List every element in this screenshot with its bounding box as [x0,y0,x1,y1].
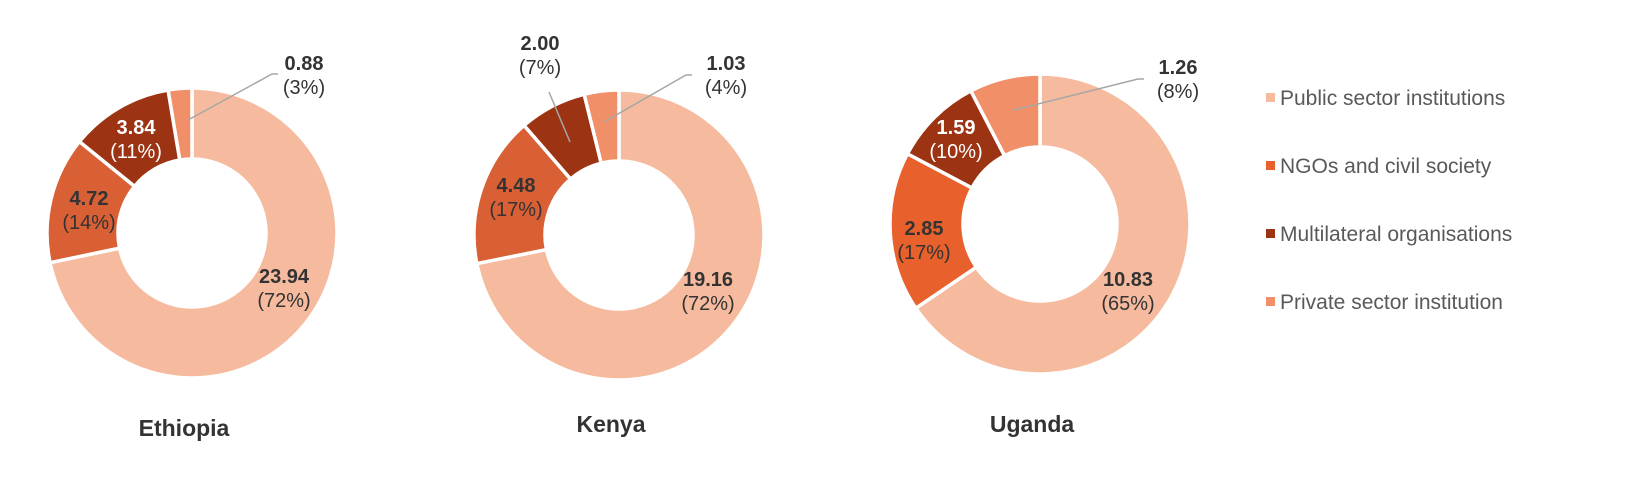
value-label-kenya-1: 4.48 [497,175,536,197]
value-label-uganda-3: 1.26 [1159,57,1198,79]
value-label-kenya-3: 1.03 [707,53,746,75]
legend-swatch-1 [1266,161,1275,170]
donut-ethiopia: 23.94(72%) 4.72(14%) 3.84(11%) 0.88(3%) Ethi… [45,53,339,441]
pct-label-ethiopia-3: (3%) [283,77,325,99]
donut-uganda: 10.83(65%) 2.85(17%) 1.59(10%) 1.26(8%) Ugan… [888,57,1199,437]
chart-title-ethiopia: Ethiopia [139,415,230,441]
legend-swatch-0 [1266,93,1275,102]
pct-label-uganda-2: (10%) [929,141,982,163]
value-label-ethiopia-2: 3.84 [117,117,157,139]
pct-label-ethiopia-1: (14%) [62,212,115,234]
value-label-uganda-0: 10.83 [1103,269,1153,291]
pct-label-uganda-0: (65%) [1101,293,1154,315]
slice-ethiopia-0 [47,86,339,380]
pct-label-ethiopia-0: (72%) [257,290,310,312]
legend-entry-2: Multilateral organisations [1280,223,1512,246]
legend-entry-3: Private sector institution [1280,291,1503,314]
value-label-uganda-2: 1.59 [937,117,976,139]
chart-title-kenya: Kenya [576,411,645,437]
legend-swatch-3 [1266,297,1275,306]
leader-line-uganda-3 [1013,78,1144,111]
leader-line-ethiopia-3 [187,73,278,121]
slice-uganda-0 [913,72,1192,376]
slice-kenya-0 [474,88,766,382]
pct-label-kenya-2: (7%) [519,57,561,79]
pct-label-kenya-1: (17%) [489,199,542,221]
donut-kenya: 19.16(72%) 4.48(17%) 2.00(7%) 1.03(4%) Kenya [472,33,766,437]
slice-uganda-3 [968,72,1042,159]
leader-line-kenya-2 [548,91,571,143]
leader-line-kenya-3 [603,74,692,123]
pct-label-uganda-3: (8%) [1157,81,1199,103]
legend-entry-0: Public sector institutions [1280,87,1505,110]
pct-label-kenya-3: (4%) [705,77,747,99]
value-label-ethiopia-0: 23.94 [259,266,310,288]
pct-label-uganda-1: (17%) [897,242,950,264]
legend-swatch-2 [1266,229,1275,238]
legend: Public sector institutions NGOs and civil… [1266,87,1512,314]
value-label-kenya-2: 2.00 [521,33,560,55]
value-label-ethiopia-1: 4.72 [70,188,109,210]
legend-entry-1: NGOs and civil society [1280,155,1492,178]
value-label-uganda-1: 2.85 [905,218,944,240]
slice-kenya-3 [582,88,621,166]
value-label-ethiopia-3: 0.88 [285,53,324,75]
pct-label-kenya-0: (72%) [681,293,734,315]
slice-ethiopia-3 [166,86,194,163]
pct-label-ethiopia-2: (11%) [110,141,162,163]
chart-title-uganda: Uganda [990,411,1075,437]
slice-kenya-1 [472,122,574,266]
value-label-kenya-0: 19.16 [683,269,733,291]
